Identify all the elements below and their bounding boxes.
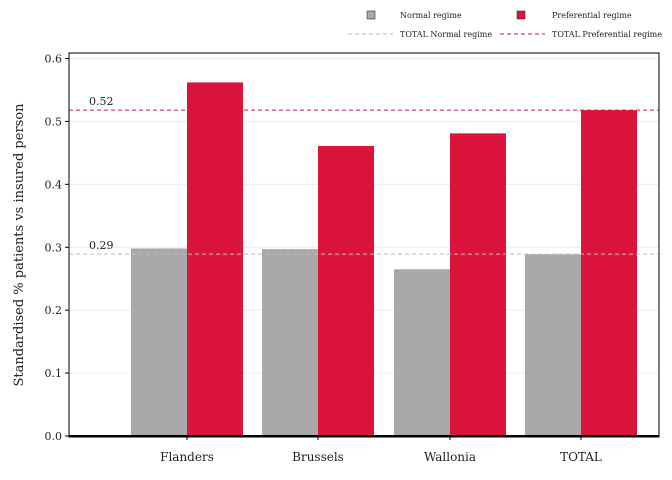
legend-label-total-normal: TOTAL Normal regime: [400, 30, 492, 39]
legend-label-normal: Normal regime: [400, 11, 462, 20]
bars: [131, 82, 637, 437]
legend: Normal regime Preferential regime TOTAL …: [348, 10, 662, 39]
legend-label-total-preferential: TOTAL Preferential regime: [552, 30, 662, 39]
reference-line-label: 0.52: [89, 95, 114, 108]
x-tick-label: Flanders: [160, 450, 214, 464]
bar-brussels-preferential: [318, 145, 374, 436]
y-tick-label: 0.6: [45, 53, 63, 66]
bar-wallonia-normal: [394, 269, 450, 436]
legend-swatch-normal: [366, 10, 376, 20]
reference-line-label: 0.29: [89, 239, 114, 252]
y-axis: 0.0 0.1 0.2 0.3 0.4 0.5 0.6: [45, 53, 69, 443]
bar-flanders-preferential: [187, 82, 243, 437]
legend-label-preferential: Preferential regime: [552, 11, 632, 20]
y-axis-label: Standardised % patients vs insured perso…: [12, 103, 27, 387]
x-tick-label: Brussels: [292, 450, 344, 464]
bar-total-normal: [525, 254, 581, 436]
x-tick-label: Wallonia: [424, 450, 476, 464]
y-tick-label: 0.0: [45, 430, 63, 443]
y-tick-label: 0.5: [45, 115, 63, 128]
y-tick-label: 0.3: [45, 241, 63, 254]
y-tick-label: 0.1: [45, 367, 63, 380]
y-tick-label: 0.2: [45, 304, 63, 317]
bar-wallonia-preferential: [450, 133, 506, 436]
legend-swatch-preferential: [516, 10, 526, 20]
bar-flanders-normal: [131, 248, 187, 436]
bar-brussels-normal: [262, 249, 318, 436]
x-tick-label: TOTAL: [560, 450, 602, 464]
bar-total-preferential: [581, 110, 637, 436]
x-axis: Flanders Brussels Wallonia TOTAL: [160, 436, 602, 464]
y-tick-label: 0.4: [45, 178, 63, 191]
reference-lines: 0.29 0.52: [69, 95, 659, 255]
